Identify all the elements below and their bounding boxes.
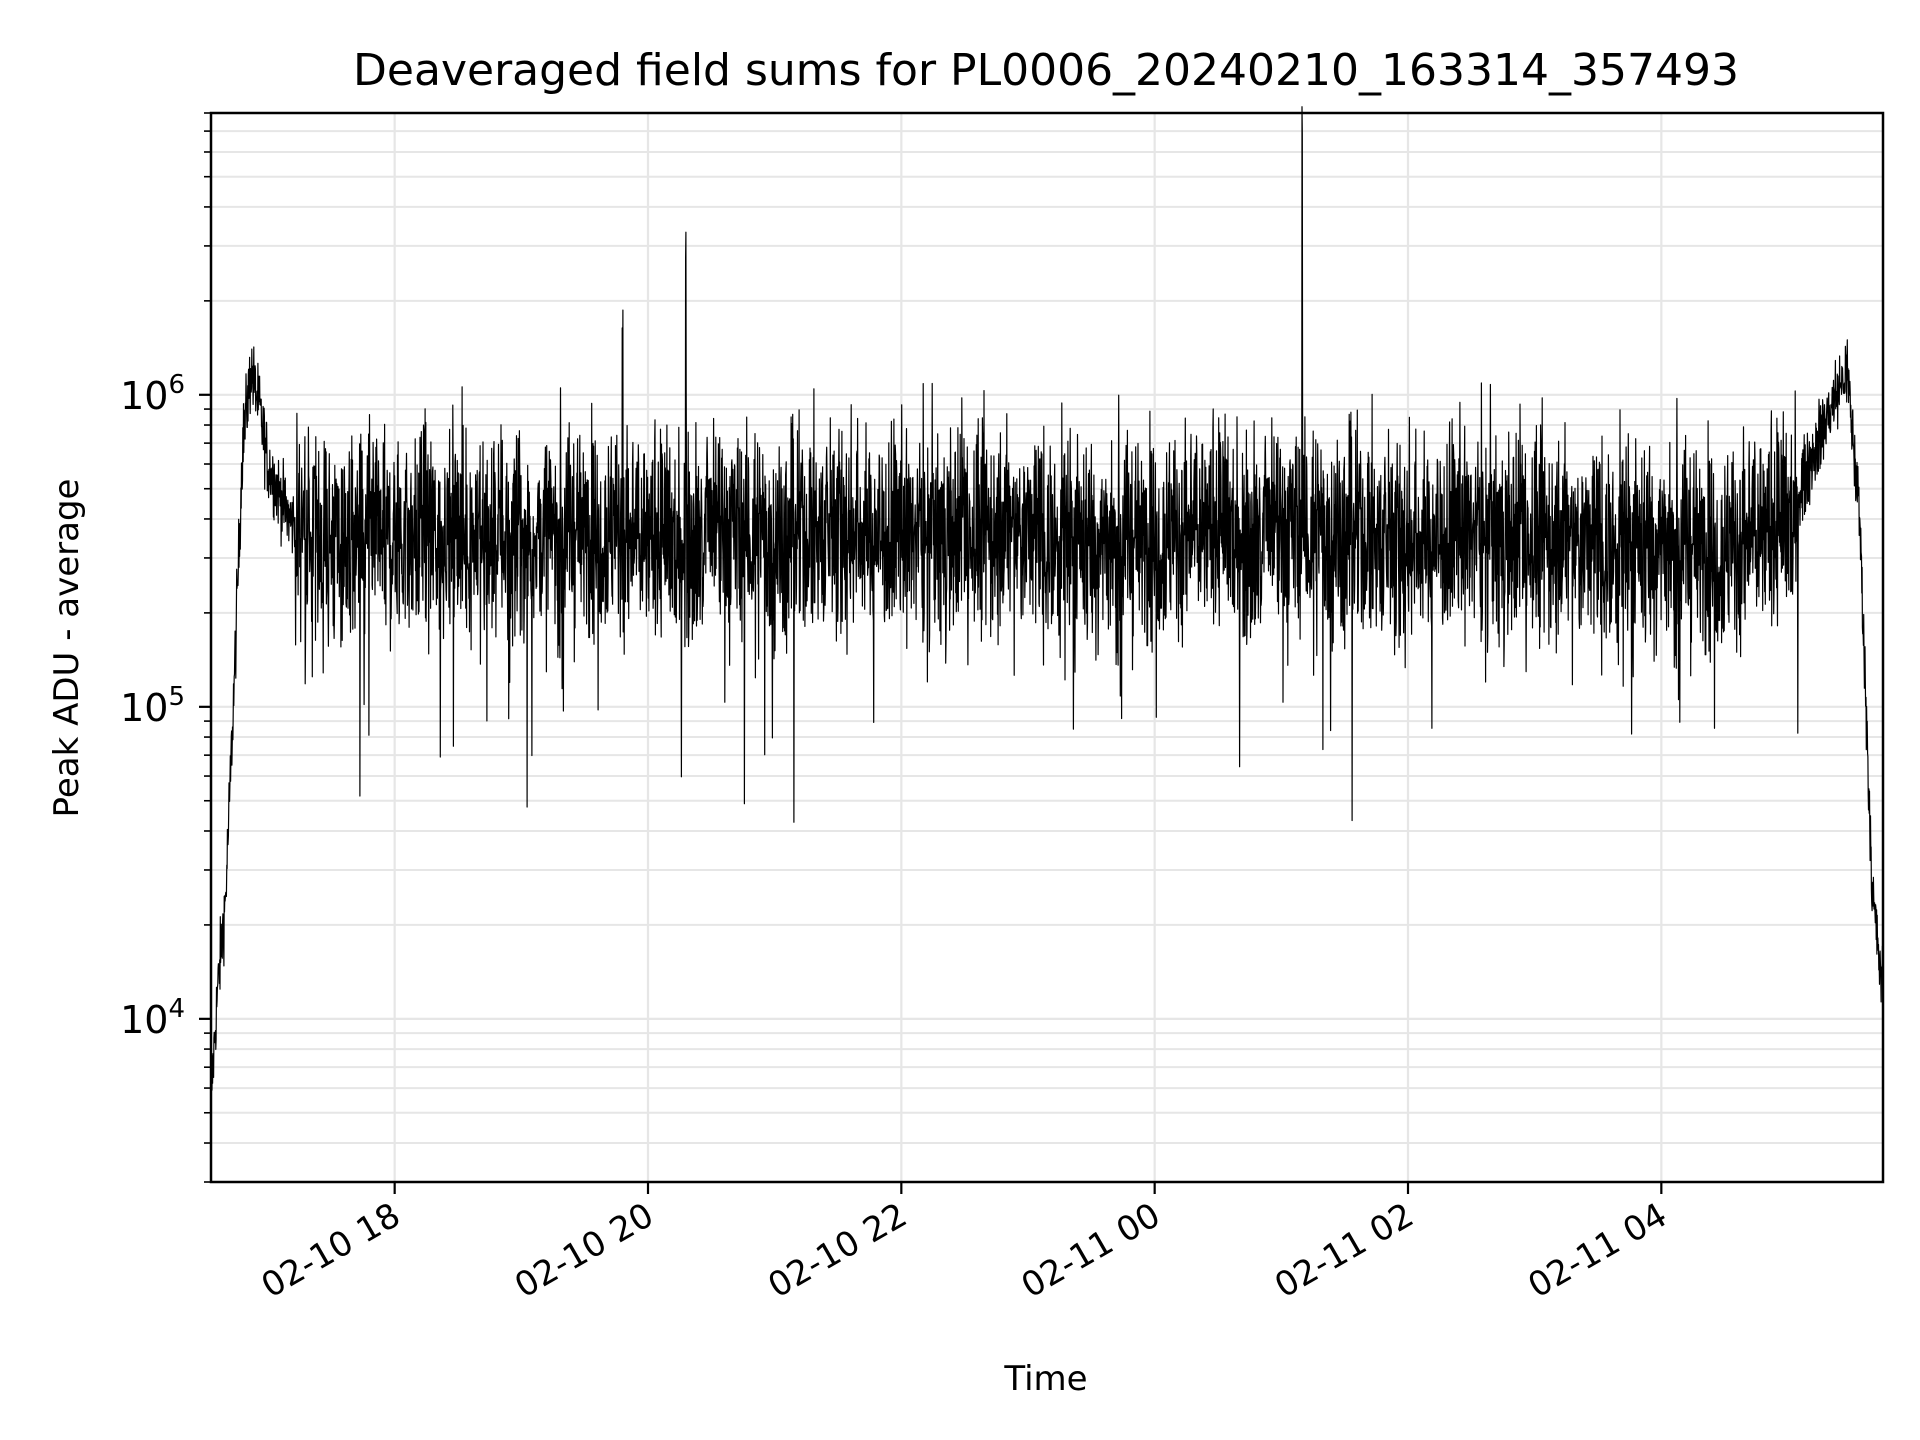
series-line [210, 106, 1884, 1091]
series-layer [210, 106, 1884, 1091]
x-axis-label: Time [1003, 1359, 1087, 1399]
y-axis: 104 105 106 [120, 112, 211, 1183]
y-tick-label: 105 [120, 682, 185, 730]
y-tick-label: 104 [120, 994, 185, 1042]
grid [211, 112, 1883, 1183]
y-axis-label: Peak ADU - average [47, 479, 87, 818]
plot-area-frame [209, 111, 1885, 1184]
chart-title: Deaveraged field sums for PL0006_2024021… [353, 45, 1739, 96]
y-tick-label: 106 [120, 370, 185, 418]
